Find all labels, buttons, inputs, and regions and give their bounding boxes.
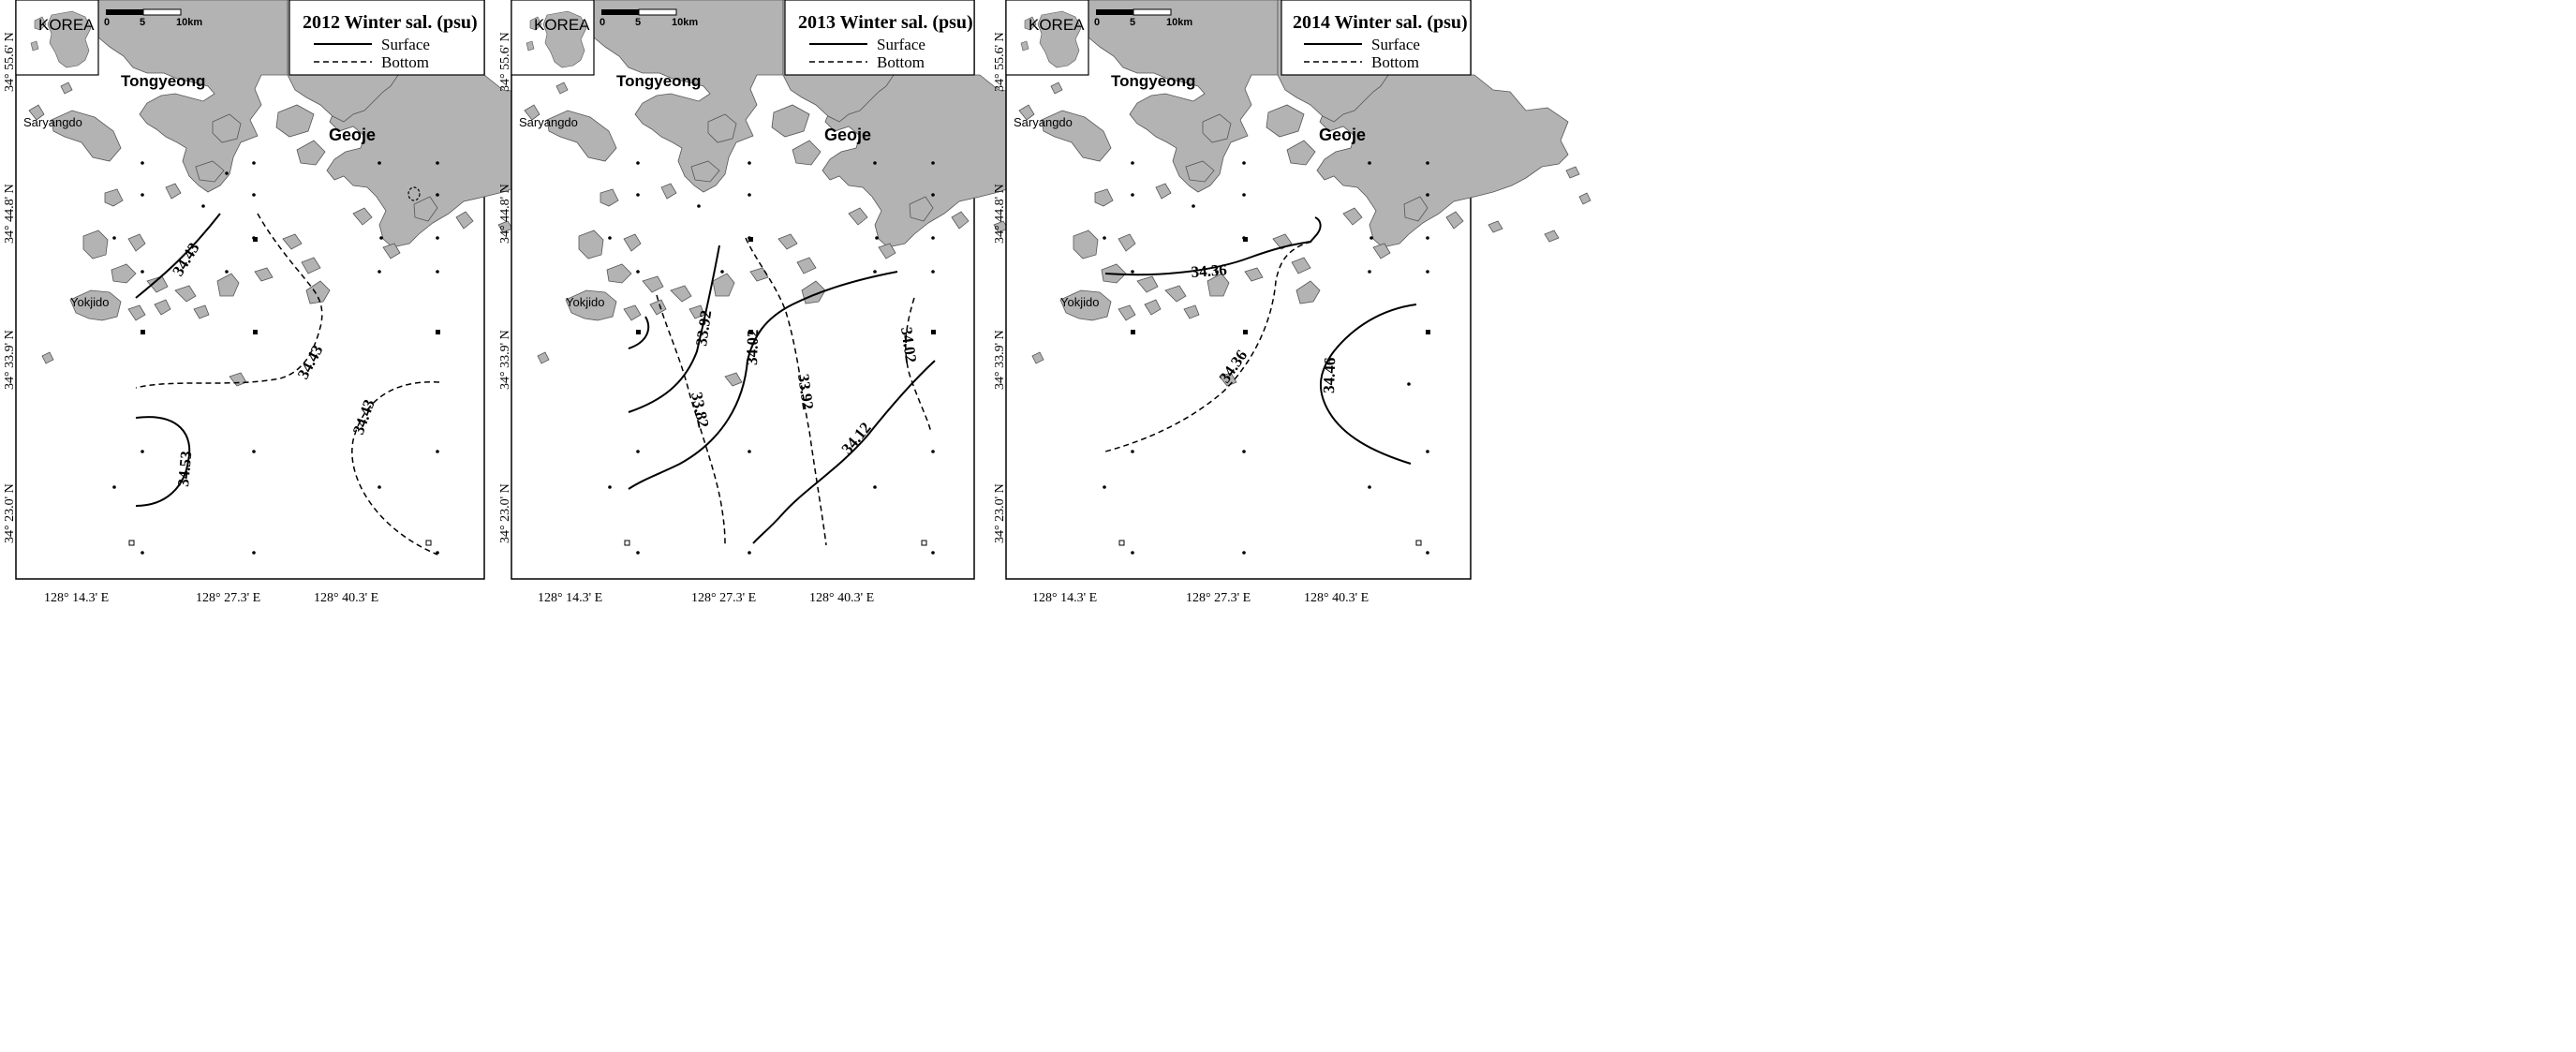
- legend-bottom: Bottom: [381, 53, 429, 71]
- place-yokjido: Yokjido: [70, 295, 109, 309]
- place-geoje: Geoje: [824, 126, 871, 144]
- contour-surface-2: [1319, 304, 1417, 465]
- panel-2014: KOREA 0 5 10km 2014 Winter sal. (psu) Su…: [993, 0, 1591, 605]
- svg-text:34.36: 34.36: [1191, 260, 1227, 281]
- axis-labels-2014: 128° 14.3' E 128° 27.3' E 128° 40.3' E 3…: [993, 32, 1369, 605]
- svg-text:34° 44.8' N: 34° 44.8' N: [498, 184, 512, 244]
- scalebar: 0 5 10km: [104, 8, 202, 28]
- place-geoje: Geoje: [329, 126, 376, 144]
- svg-text:128° 14.3' E: 128° 14.3' E: [538, 591, 602, 605]
- svg-text:34° 55.6' N: 34° 55.6' N: [498, 32, 512, 92]
- scalebar: 0 5 10km: [600, 8, 698, 28]
- svg-text:34° 33.9' N: 34° 33.9' N: [993, 330, 1007, 390]
- legend-box: [289, 0, 485, 76]
- svg-text:0: 0: [104, 17, 110, 28]
- svg-text:128° 14.3' E: 128° 14.3' E: [1032, 591, 1097, 605]
- svg-text:34° 23.0' N: 34° 23.0' N: [993, 483, 1007, 543]
- svg-text:5: 5: [140, 17, 145, 28]
- place-tongyeong: Tongyeong: [616, 72, 701, 90]
- legend-bottom: Bottom: [877, 53, 925, 71]
- svg-text:34.02: 34.02: [743, 329, 762, 365]
- panel-title: 2013 Winter sal. (psu): [798, 12, 973, 33]
- legend-surface: Surface: [877, 36, 925, 53]
- svg-text:34° 33.9' N: 34° 33.9' N: [498, 330, 512, 390]
- place-yokjido: Yokjido: [1060, 295, 1099, 309]
- svg-text:128° 27.3' E: 128° 27.3' E: [196, 591, 260, 605]
- place-saryangdo: Saryangdo: [1014, 115, 1073, 129]
- panel-2012: KOREA 0 5 10km 2012 Winter sal. (psu) Su…: [3, 0, 601, 605]
- contour-surface-1: [1104, 216, 1322, 276]
- svg-text:34° 44.8' N: 34° 44.8' N: [993, 184, 1007, 244]
- axis-labels-2012: 128° 14.3' E 128° 27.3' E 128° 40.3' E 3…: [3, 32, 378, 605]
- legend-box: [784, 0, 975, 76]
- svg-text:34.46: 34.46: [1320, 357, 1339, 393]
- svg-text:34° 33.9' N: 34° 33.9' N: [3, 330, 17, 390]
- scalebar: 0 5 10km: [1094, 8, 1192, 28]
- svg-text:34° 23.0' N: 34° 23.0' N: [498, 483, 512, 543]
- place-tongyeong: Tongyeong: [121, 72, 205, 90]
- svg-text:34° 44.8' N: 34° 44.8' N: [3, 184, 17, 244]
- contour-bottom-3: [905, 297, 932, 434]
- svg-text:10km: 10km: [176, 17, 202, 28]
- svg-text:34° 55.6' N: 34° 55.6' N: [993, 32, 1007, 92]
- place-saryangdo: Saryangdo: [519, 115, 578, 129]
- panel-title: 2012 Winter sal. (psu): [303, 12, 478, 33]
- legend-box: [1281, 0, 1472, 76]
- place-geoje: Geoje: [1319, 126, 1366, 144]
- korea-inset-label: KOREA: [38, 16, 95, 34]
- svg-text:34° 55.6' N: 34° 55.6' N: [3, 32, 17, 92]
- svg-text:0: 0: [1094, 17, 1100, 28]
- contour-bottom-1: [1104, 241, 1312, 452]
- contour-surface-small: [628, 316, 650, 349]
- contours-2013: [628, 237, 936, 546]
- svg-text:5: 5: [635, 17, 641, 28]
- place-saryangdo: Saryangdo: [23, 115, 82, 129]
- svg-text:5: 5: [1130, 17, 1135, 28]
- svg-text:128° 27.3' E: 128° 27.3' E: [1186, 591, 1251, 605]
- korea-inset-label: KOREA: [1029, 16, 1085, 34]
- contour-surface-2: [135, 416, 191, 507]
- contours-2014: [1104, 216, 1417, 465]
- svg-text:128° 40.3' E: 128° 40.3' E: [1304, 591, 1369, 605]
- sampling-stations: [112, 161, 440, 555]
- svg-text:0: 0: [600, 17, 605, 28]
- sampling-stations: [608, 161, 936, 555]
- contour-bottom-2: [351, 381, 440, 556]
- legend-surface: Surface: [381, 36, 430, 53]
- svg-text:128° 40.3' E: 128° 40.3' E: [314, 591, 378, 605]
- contour-bottom-1: [135, 213, 323, 389]
- svg-text:128° 14.3' E: 128° 14.3' E: [44, 591, 109, 605]
- axis-labels-2013: 128° 14.3' E 128° 27.3' E 128° 40.3' E 3…: [498, 32, 874, 605]
- svg-text:128° 27.3' E: 128° 27.3' E: [691, 591, 756, 605]
- legend-surface: Surface: [1371, 36, 1420, 53]
- korea-inset-label: KOREA: [534, 16, 590, 34]
- contours-2012: [135, 186, 440, 556]
- svg-text:34.53: 34.53: [174, 451, 195, 488]
- svg-text:128° 40.3' E: 128° 40.3' E: [809, 591, 874, 605]
- svg-text:34° 23.0' N: 34° 23.0' N: [3, 483, 17, 543]
- sampling-stations: [1103, 161, 1430, 555]
- svg-text:10km: 10km: [1166, 17, 1192, 28]
- svg-text:10km: 10km: [672, 17, 698, 28]
- contour-surface-1: [135, 213, 221, 299]
- contour-surface-1: [628, 244, 720, 413]
- contour-bottom-1: [656, 294, 726, 546]
- contour-surface-3: [752, 360, 936, 544]
- contour-bottom-2: [745, 237, 827, 546]
- legend-bottom: Bottom: [1371, 53, 1419, 71]
- place-tongyeong: Tongyeong: [1111, 72, 1195, 90]
- panel-2013: KOREA 0 5 10km 2013 Winter sal. (psu) Su…: [498, 0, 1097, 605]
- contour-surface-2: [628, 271, 898, 490]
- panel-title: 2014 Winter sal. (psu): [1293, 12, 1468, 33]
- place-yokjido: Yokjido: [566, 295, 604, 309]
